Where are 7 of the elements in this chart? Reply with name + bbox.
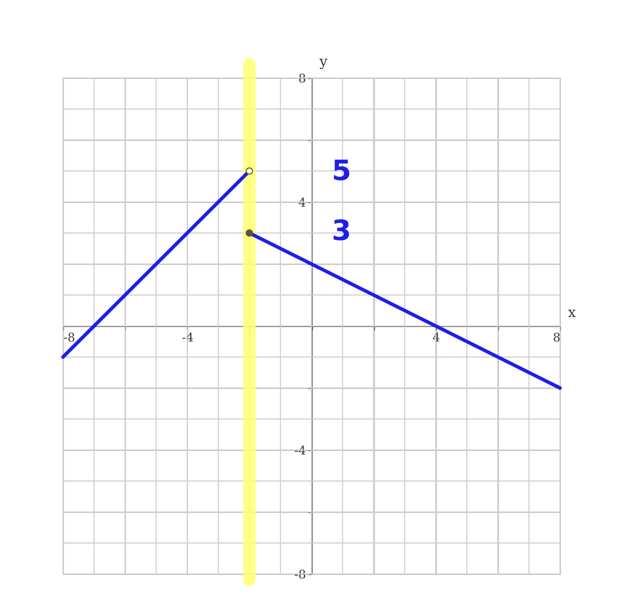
x-axis-title: x bbox=[568, 305, 576, 321]
x-tick-label: 8 bbox=[552, 330, 560, 344]
annotation: 5 bbox=[332, 154, 352, 188]
annotation: 3 bbox=[332, 214, 352, 248]
x-tick-label: -4 bbox=[182, 330, 194, 344]
y-axis-title: y bbox=[318, 54, 328, 70]
x-tick-label: -8 bbox=[64, 330, 76, 344]
